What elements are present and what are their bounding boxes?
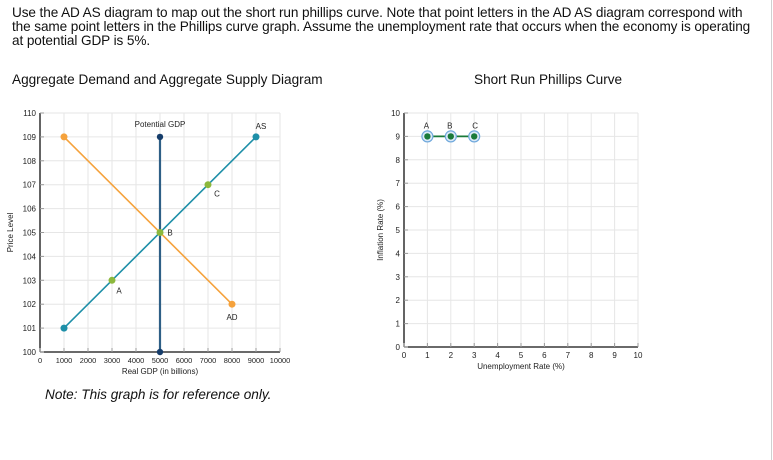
- as-label: AS: [256, 122, 267, 131]
- phillips-chart: 0 1 2 3 4 5 6 7 8 9 10 0 1 2 3 4 5 6 7 8 9 10 Unemployment Rat…: [376, 109, 643, 371]
- ad-label: AD: [226, 313, 237, 322]
- x-tick-label: 10000: [270, 356, 291, 365]
- point-label: A: [424, 121, 430, 130]
- y-tick-label: 4: [396, 249, 401, 258]
- phillips-point-b[interactable]: B: [444, 121, 457, 143]
- y-axis-title: Inflation Rate (%): [376, 199, 385, 261]
- x-tick-label: 2: [449, 351, 454, 360]
- point-marker[interactable]: [108, 276, 116, 284]
- as-curve[interactable]: AS: [60, 122, 267, 332]
- phillips-point-a[interactable]: A: [421, 121, 434, 143]
- point-marker[interactable]: [447, 133, 454, 140]
- potential-gdp-line[interactable]: Potential GDP: [135, 120, 186, 356]
- y-tick-label: 104: [23, 252, 37, 261]
- y-tick-label: 101: [23, 324, 37, 333]
- y-tick-label: 105: [23, 229, 37, 238]
- y-axis-title: Price Level: [6, 212, 15, 252]
- x-tick-label: 10: [634, 351, 643, 360]
- y-tick-label: 102: [23, 300, 37, 309]
- x-tick-label: 6000: [176, 356, 192, 365]
- y-tick-label: 6: [396, 203, 401, 212]
- ad-endpoint[interactable]: [60, 133, 68, 141]
- point-marker[interactable]: [424, 133, 431, 140]
- phillips-chart-title: Short Run Phillips Curve: [474, 72, 623, 87]
- y-tick-label: 5: [396, 226, 401, 235]
- y-tick-label: 0: [396, 343, 401, 352]
- point-a[interactable]: A: [108, 276, 123, 296]
- x-tick-label: 9000: [248, 356, 264, 365]
- x-tick-label: 8000: [224, 356, 240, 365]
- x-tick-label: 7: [566, 351, 571, 360]
- y-tick-label: 1: [396, 320, 401, 329]
- point-label: B: [167, 229, 172, 238]
- grid-lines: [404, 112, 639, 347]
- potential-gdp-label: Potential GDP: [135, 120, 186, 129]
- y-tick-label: 9: [396, 132, 401, 141]
- x-tick-label: 1: [425, 351, 430, 360]
- x-tick-label: 6: [542, 351, 547, 360]
- x-tick-label: 7000: [200, 356, 216, 365]
- y-tick-label: 7: [396, 179, 401, 188]
- x-tick-label: 5000: [152, 356, 168, 365]
- point-label: C: [214, 190, 220, 199]
- point-marker[interactable]: [204, 181, 212, 189]
- instructions-text: Use the AD AS diagram to map out the sho…: [12, 5, 751, 48]
- x-tick-label: 5: [519, 351, 524, 360]
- y-tick-label: 3: [396, 273, 401, 282]
- point-marker[interactable]: [471, 133, 478, 140]
- y-tick-label: 107: [23, 181, 37, 190]
- x-axis-title: Real GDP (in billions): [122, 367, 199, 376]
- right-border: [771, 0, 772, 460]
- x-tick-label: 3: [472, 351, 477, 360]
- x-tick-label: 3000: [104, 356, 120, 365]
- y-tick-label: 103: [23, 276, 37, 285]
- x-tick-label: 4: [495, 351, 500, 360]
- adas-chart: 0 1000 2000 3000 4000 5000 6000 7000 8000 9000 100…: [6, 109, 290, 376]
- phillips-point-c[interactable]: C: [468, 121, 481, 143]
- x-tick-label: 2000: [80, 356, 96, 365]
- reference-note: Note: This graph is for reference only.: [45, 387, 272, 402]
- x-tick-label: 4000: [128, 356, 144, 365]
- as-endpoint[interactable]: [60, 324, 68, 332]
- y-tick-label: 108: [23, 157, 37, 166]
- y-tick-label: 10: [391, 109, 400, 118]
- y-tick-label: 110: [23, 109, 36, 118]
- y-tick-label: 8: [396, 156, 401, 165]
- y-tick-label: 106: [23, 205, 37, 214]
- ad-curve[interactable]: AD: [60, 133, 238, 322]
- x-tick-label: 0: [38, 356, 42, 365]
- y-tick-label: 2: [396, 296, 401, 305]
- y-tick-label: 109: [23, 133, 37, 142]
- as-endpoint[interactable]: [252, 133, 260, 141]
- point-label: C: [472, 121, 478, 130]
- point-marker[interactable]: [156, 229, 164, 236]
- point-label: B: [447, 121, 452, 130]
- x-tick-label: 9: [612, 351, 617, 360]
- x-tick-label: 0: [402, 351, 407, 360]
- point-label: A: [116, 286, 122, 295]
- point-c[interactable]: C: [204, 181, 221, 199]
- adas-chart-title: Aggregate Demand and Aggregate Supply Di…: [12, 72, 323, 87]
- potential-gdp-endpoint[interactable]: [156, 348, 164, 356]
- potential-gdp-endpoint[interactable]: [156, 133, 164, 141]
- ad-endpoint[interactable]: [228, 300, 236, 308]
- x-tick-label: 8: [589, 351, 594, 360]
- y-tick-label: 100: [23, 348, 37, 357]
- x-tick-label: 1000: [56, 356, 72, 365]
- x-axis-title: Unemployment Rate (%): [477, 362, 565, 371]
- point-b[interactable]: B: [156, 229, 173, 238]
